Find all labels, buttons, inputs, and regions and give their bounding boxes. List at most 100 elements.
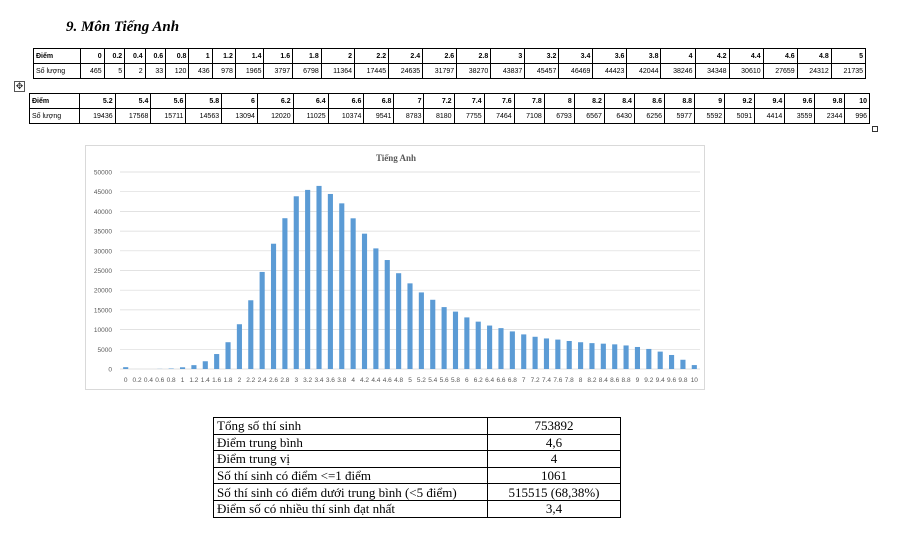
score-cell: 7.8 — [513, 93, 545, 109]
count-cell: 3797 — [263, 63, 294, 79]
score-table-1: Điểm 0 0.2 0.4 0.6 0.8 1 1.2 1.4 1.6 1.8 2 2.2 2.4 2.6… — [32, 48, 867, 79]
summary-value: 515515 (68,38%) — [487, 483, 621, 501]
row-label: Điểm — [29, 93, 80, 109]
bar — [646, 348, 652, 369]
x-tick-label: 3 — [294, 377, 298, 384]
bar — [612, 344, 618, 369]
count-cell: 38270 — [456, 63, 492, 79]
y-tick-label: 5000 — [98, 347, 113, 354]
y-tick-label: 25000 — [94, 268, 112, 275]
score-cell: 6.6 — [327, 93, 365, 109]
bar — [691, 365, 697, 369]
score-cell: 8.8 — [663, 93, 696, 109]
bar — [509, 331, 515, 369]
bar — [293, 196, 299, 369]
count-row: Số lượng 19436 17568 15711 14563 13094 12020 11… — [29, 108, 870, 124]
summary-value: 1061 — [487, 466, 621, 485]
x-tick-label: 5.2 — [417, 377, 426, 384]
table-resize-handle[interactable] — [872, 126, 878, 132]
count-cell: 436 — [188, 63, 213, 79]
x-tick-label: 9.4 — [656, 377, 665, 384]
bar — [475, 321, 481, 369]
x-tick-label: 0.8 — [167, 377, 176, 384]
bar — [430, 299, 436, 369]
summary-value: 4 — [487, 450, 621, 468]
table-move-handle-icon[interactable]: ✥ — [14, 81, 25, 92]
x-tick-label: 7.4 — [542, 377, 551, 384]
x-tick-label: 6.2 — [474, 377, 483, 384]
y-tick-label: 45000 — [94, 189, 112, 196]
y-tick-label: 20000 — [94, 288, 112, 295]
count-cell: 8180 — [423, 108, 455, 124]
score-cell: 2.6 — [422, 48, 458, 64]
y-tick-label: 50000 — [94, 170, 112, 177]
x-tick-label: 6 — [465, 377, 469, 384]
count-cell: 6256 — [633, 108, 665, 124]
score-cell: 5.6 — [150, 93, 187, 109]
count-cell: 13094 — [221, 108, 258, 124]
x-tick-label: 8.4 — [599, 377, 608, 384]
x-tick-label: 8.2 — [587, 377, 596, 384]
bar — [350, 218, 356, 369]
bar — [464, 317, 470, 369]
bar — [327, 193, 333, 369]
bar — [418, 292, 424, 369]
score-cell: 5.8 — [185, 93, 223, 109]
y-tick-label: 40000 — [94, 209, 112, 216]
score-cell: 3.8 — [626, 48, 662, 64]
score-cell: 3.4 — [558, 48, 594, 64]
count-cell: 45457 — [524, 63, 560, 79]
count-cell: 34348 — [694, 63, 730, 79]
bar — [339, 203, 345, 369]
count-cell: 120 — [165, 63, 190, 79]
count-cell: 6798 — [292, 63, 322, 79]
x-tick-label: 7 — [522, 377, 526, 384]
bar — [305, 189, 311, 369]
bar — [543, 338, 550, 369]
summary-label: Số thí sinh có điểm dưới trung bình (<5 … — [213, 483, 488, 501]
y-tick-label: 15000 — [94, 307, 112, 314]
bar — [589, 343, 595, 369]
score-cell: 9.6 — [784, 93, 816, 109]
score-cell: 0.6 — [144, 48, 167, 64]
count-cell: 11364 — [320, 63, 356, 79]
count-cell: 5977 — [663, 108, 696, 124]
count-cell: 14563 — [185, 108, 223, 124]
count-cell: 996 — [844, 108, 870, 124]
x-tick-label: 5.6 — [440, 377, 449, 384]
x-tick-label: 4.8 — [394, 377, 403, 384]
x-tick-label: 1.6 — [212, 377, 221, 384]
bar — [623, 345, 629, 369]
count-cell: 465 — [80, 63, 105, 79]
x-tick-label: 7.6 — [553, 377, 562, 384]
y-tick-label: 0 — [108, 367, 112, 374]
count-cell: 5091 — [724, 108, 756, 124]
bar — [521, 334, 527, 369]
count-row: Số lượng 465 5 2 33 120 436 978 1965 3797 6798 1136… — [32, 63, 867, 79]
x-tick-label: 9.6 — [667, 377, 676, 384]
summary-value: 4,6 — [487, 433, 621, 452]
count-cell: 44423 — [592, 63, 628, 79]
summary-row: Số thí sinh có điểm <=1 điểm 1061 — [213, 466, 621, 485]
count-cell: 10374 — [327, 108, 365, 124]
count-cell: 5 — [103, 63, 126, 79]
bar — [498, 328, 504, 369]
score-table-2: Điểm 5.2 5.4 5.6 5.8 6 6.2 6.4 6.6 6.8 7 7.2 7.4 7.6 7… — [29, 93, 870, 124]
count-cell: 24635 — [388, 63, 424, 79]
score-cell: 1.2 — [211, 48, 236, 64]
bar — [270, 243, 277, 369]
x-tick-label: 2.8 — [280, 377, 289, 384]
count-cell: 5592 — [694, 108, 726, 124]
x-tick-label: 4.4 — [371, 377, 380, 384]
score-cell: 3 — [490, 48, 526, 64]
x-tick-label: 5.4 — [428, 377, 437, 384]
count-cell: 2344 — [814, 108, 846, 124]
x-tick-label: 0.6 — [155, 377, 164, 384]
section-title: 9. Môn Tiếng Anh — [66, 19, 180, 35]
count-cell: 6793 — [543, 108, 575, 124]
score-cell: 0.2 — [103, 48, 126, 64]
score-row: Điểm 5.2 5.4 5.6 5.8 6 6.2 6.4 6.6 6.8 7 7.2 7.4 7.6 7… — [29, 93, 870, 109]
x-tick-label: 1 — [181, 377, 185, 384]
bar — [578, 342, 584, 369]
score-cell: 7 — [393, 93, 425, 109]
